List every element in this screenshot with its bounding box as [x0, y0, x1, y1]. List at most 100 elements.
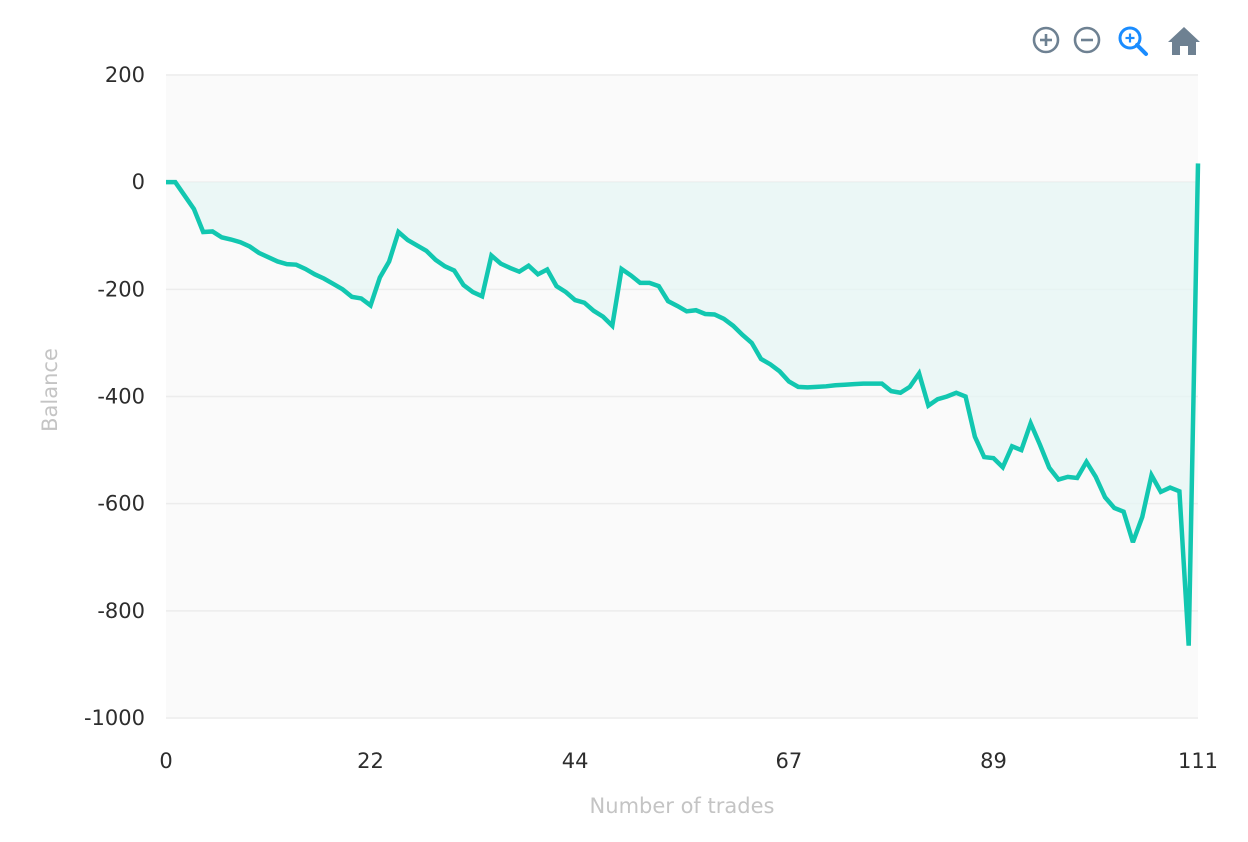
data-point: [303, 267, 307, 271]
data-point: [554, 284, 558, 288]
data-point: [768, 362, 772, 366]
y-tick-label: -800: [97, 599, 145, 623]
data-point: [471, 290, 475, 294]
y-tick-label: -200: [97, 277, 145, 301]
data-point: [666, 299, 670, 303]
zoom-out-icon[interactable]: [1071, 24, 1103, 56]
data-point: [833, 383, 837, 387]
data-point: [406, 238, 410, 242]
data-point: [880, 382, 884, 386]
y-tick-label: -400: [97, 385, 145, 409]
data-point: [852, 382, 856, 386]
data-point: [1159, 490, 1163, 494]
data-point: [713, 313, 717, 317]
data-point: [582, 301, 586, 305]
data-point: [936, 397, 940, 401]
x-tick-label: 89: [980, 749, 1007, 773]
data-point: [415, 243, 419, 247]
x-tick-label: 111: [1178, 749, 1218, 773]
data-point: [536, 272, 540, 276]
data-point: [945, 395, 949, 399]
data-point: [1066, 475, 1070, 479]
y-axis: 200 0 -200 -400 -600 -800 -1000: [84, 63, 145, 730]
data-point: [1075, 476, 1079, 480]
data-point: [954, 391, 958, 395]
data-point: [796, 385, 800, 389]
data-point: [1038, 443, 1042, 447]
data-point: [620, 267, 624, 271]
data-point: [1103, 495, 1107, 499]
x-axis: 0 22 44 67 89 111: [159, 749, 1218, 773]
data-point: [201, 230, 205, 234]
y-axis-title: Balance: [38, 348, 62, 432]
y-tick-label: 0: [132, 170, 145, 194]
x-axis-title: Number of trades: [590, 794, 775, 818]
data-point: [257, 251, 261, 255]
data-point: [1029, 421, 1033, 425]
data-point: [285, 262, 289, 266]
data-point: [1057, 478, 1061, 482]
data-point: [322, 277, 326, 281]
x-tick-label: 44: [562, 749, 589, 773]
data-point: [973, 435, 977, 439]
data-point: [238, 240, 242, 244]
data-point: [192, 207, 196, 211]
x-tick-label: 0: [159, 749, 172, 773]
data-point: [629, 273, 633, 277]
data-point: [434, 258, 438, 262]
data-point: [424, 249, 428, 253]
data-point: [926, 404, 930, 408]
data-point: [378, 276, 382, 280]
series-line: [166, 163, 1201, 646]
data-point: [647, 281, 651, 285]
data-point: [750, 341, 754, 345]
data-point: [592, 309, 596, 313]
data-point: [1019, 448, 1023, 452]
data-point: [703, 312, 707, 316]
data-point: [638, 281, 642, 285]
data-point: [1140, 515, 1144, 519]
y-tick-label: 200: [105, 63, 145, 87]
data-point: [1187, 644, 1191, 648]
data-point: [387, 259, 391, 263]
data-point: [1131, 540, 1135, 544]
data-point: [452, 269, 456, 273]
data-point: [369, 303, 373, 307]
data-point: [694, 308, 698, 312]
data-point: [508, 266, 512, 270]
zoom-in-icon[interactable]: [1030, 24, 1062, 56]
data-point: [1168, 486, 1172, 490]
data-point: [991, 456, 995, 460]
chart-toolbar: [1030, 22, 1201, 58]
data-point: [824, 384, 828, 388]
data-point: [1122, 510, 1126, 514]
data-point: [1112, 506, 1116, 510]
data-point: [898, 391, 902, 395]
data-point: [564, 290, 568, 294]
data-point: [220, 235, 224, 239]
data-point: [1047, 466, 1051, 470]
data-point: [610, 324, 614, 328]
data-point: [982, 455, 986, 459]
data-point: [889, 389, 893, 393]
data-point: [517, 270, 521, 274]
y-tick-label: -600: [97, 492, 145, 516]
data-point: [1010, 444, 1014, 448]
data-point: [173, 180, 177, 184]
data-point: [601, 315, 605, 319]
data-point: [276, 259, 280, 263]
data-point: [294, 263, 298, 267]
series-layer: [166, 163, 1201, 648]
data-point: [964, 395, 968, 399]
data-point: [778, 369, 782, 373]
data-point: [787, 379, 791, 383]
data-point: [462, 283, 466, 287]
selection-zoom-icon[interactable]: [1114, 22, 1148, 56]
reset-home-icon[interactable]: [1167, 24, 1201, 58]
data-point: [917, 371, 921, 375]
data-point: [359, 296, 363, 300]
data-point: [266, 255, 270, 259]
data-point: [731, 324, 735, 328]
